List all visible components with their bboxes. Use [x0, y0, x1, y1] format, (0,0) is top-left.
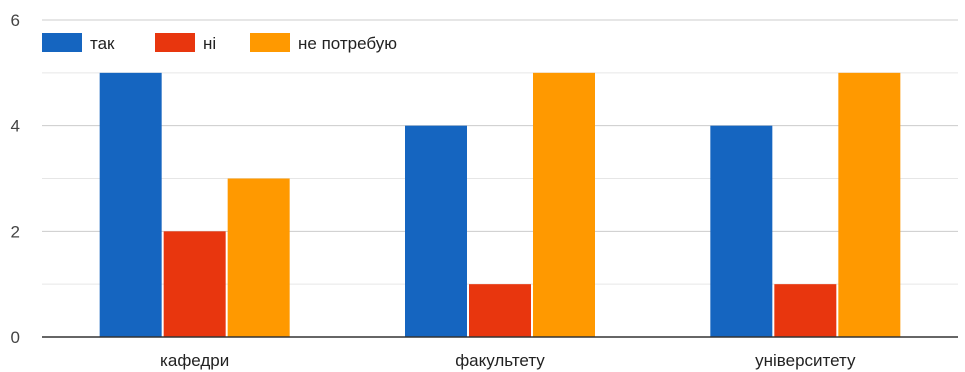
legend-label: не потребую [298, 34, 397, 53]
bar-1-1 [469, 284, 531, 337]
y-axis-ticks: 0 2 4 6 [11, 11, 20, 347]
bar-1-2 [533, 72, 595, 337]
y-tick-label: 6 [11, 11, 20, 30]
bar-2-2 [838, 72, 901, 337]
y-tick-label: 2 [11, 222, 20, 241]
legend-swatch [250, 33, 290, 52]
bar-2-0 [710, 125, 773, 338]
x-tick-label: університету [755, 351, 856, 370]
bar-0-1 [163, 231, 226, 337]
x-tick-label: кафедри [160, 351, 229, 370]
legend-label: так [90, 34, 115, 53]
legend-label: ні [203, 34, 216, 53]
legend: так ні не потребую [42, 33, 397, 53]
bar-0-2 [227, 178, 290, 337]
legend-swatch [42, 33, 82, 52]
y-tick-label: 4 [11, 117, 20, 136]
legend-swatch [155, 33, 195, 52]
bar-2-1 [774, 284, 837, 337]
x-tick-label: факультету [455, 351, 545, 370]
y-tick-label: 0 [11, 328, 20, 347]
bars [99, 72, 901, 338]
x-axis-labels: кафедри факультету університету [160, 351, 856, 370]
bar-1-0 [405, 125, 467, 338]
bar-0-0 [99, 72, 162, 337]
